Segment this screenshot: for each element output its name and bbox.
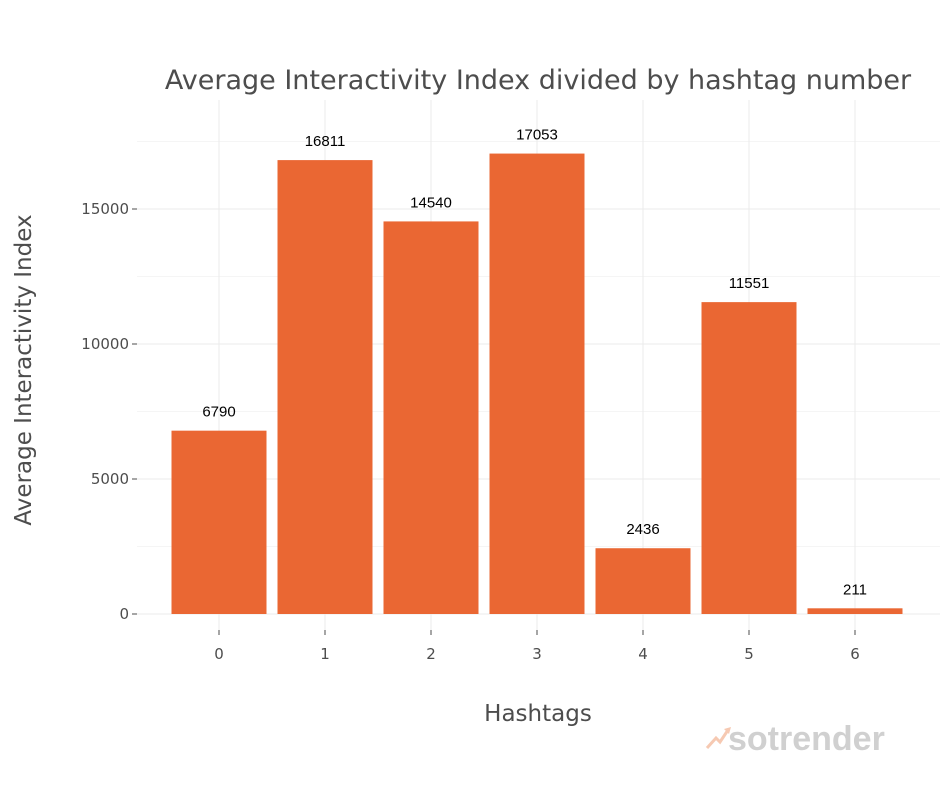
x-axis-label: Hashtags <box>484 701 592 727</box>
data-label-4: 2436 <box>626 521 659 538</box>
data-label-2: 14540 <box>410 194 452 211</box>
y-axis: 0 5000 10000 15000 <box>81 200 137 623</box>
bar-0 <box>171 430 267 614</box>
data-label-3: 17053 <box>516 127 558 144</box>
y-tick-label: 15000 <box>81 200 129 218</box>
y-tick-label: 0 <box>119 605 129 623</box>
y-tick-label: 10000 <box>81 335 129 353</box>
trend-arrow-icon <box>705 729 730 750</box>
x-axis: 0 1 2 3 4 5 6 <box>214 630 860 663</box>
bar-3 <box>489 153 585 614</box>
x-tick-label: 1 <box>320 645 330 663</box>
x-tick-label: 0 <box>214 645 224 663</box>
data-label-1: 16811 <box>305 133 346 150</box>
bar-1 <box>277 160 373 614</box>
x-tick-label: 2 <box>426 645 436 663</box>
bar-5 <box>701 302 797 614</box>
data-label-0: 6790 <box>202 404 235 421</box>
x-tick-label: 3 <box>532 645 542 663</box>
y-tick-label: 5000 <box>91 470 129 488</box>
chart-title: Average Interactivity Index divided by h… <box>165 65 912 96</box>
bars <box>171 153 903 615</box>
y-axis-label: Average Interactivity Index <box>11 214 37 525</box>
bar-4 <box>595 548 691 614</box>
x-tick-label: 6 <box>850 645 860 663</box>
data-label-6: 211 <box>843 581 867 598</box>
arrow-head-icon <box>724 727 731 734</box>
x-tick-label: 5 <box>744 645 754 663</box>
data-label-5: 11551 <box>729 275 770 292</box>
bar-2 <box>383 221 479 615</box>
bar-6 <box>807 608 903 614</box>
logo-text: sotrender <box>728 720 885 758</box>
sotrender-logo: sotrender <box>705 720 885 758</box>
data-labels: 6790 16811 14540 17053 2436 11551 211 <box>202 127 867 599</box>
x-tick-label: 4 <box>638 645 648 663</box>
